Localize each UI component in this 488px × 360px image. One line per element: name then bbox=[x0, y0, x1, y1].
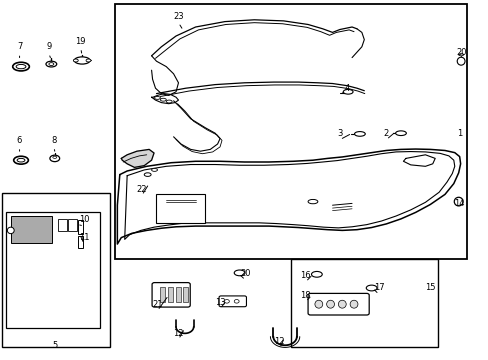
Bar bbox=[78, 236, 83, 248]
Bar bbox=[168, 287, 173, 302]
Ellipse shape bbox=[16, 64, 26, 69]
Ellipse shape bbox=[349, 300, 357, 308]
Bar bbox=[160, 287, 165, 302]
Text: 3: 3 bbox=[337, 129, 342, 138]
Ellipse shape bbox=[53, 156, 57, 158]
Ellipse shape bbox=[49, 63, 54, 66]
Text: 9: 9 bbox=[46, 42, 51, 51]
Text: 20: 20 bbox=[240, 269, 250, 278]
Bar bbox=[11, 216, 52, 243]
Text: 11: 11 bbox=[79, 233, 89, 242]
Ellipse shape bbox=[456, 57, 464, 65]
Ellipse shape bbox=[354, 131, 365, 136]
Ellipse shape bbox=[395, 131, 406, 135]
Text: 17: 17 bbox=[373, 284, 384, 292]
Ellipse shape bbox=[458, 54, 463, 56]
Ellipse shape bbox=[234, 270, 244, 276]
Ellipse shape bbox=[86, 59, 91, 62]
Bar bbox=[6, 212, 100, 328]
Text: 15: 15 bbox=[424, 284, 435, 292]
Text: 16: 16 bbox=[300, 271, 310, 280]
Text: 1: 1 bbox=[456, 129, 461, 138]
Ellipse shape bbox=[50, 155, 60, 162]
Text: 12: 12 bbox=[173, 328, 183, 338]
Ellipse shape bbox=[144, 173, 151, 176]
Text: 12: 12 bbox=[274, 338, 285, 346]
Ellipse shape bbox=[17, 158, 25, 162]
Ellipse shape bbox=[366, 285, 376, 291]
Ellipse shape bbox=[46, 61, 57, 67]
Ellipse shape bbox=[307, 199, 317, 204]
Ellipse shape bbox=[338, 300, 346, 308]
Text: 2: 2 bbox=[383, 129, 388, 138]
Bar bbox=[290, 259, 437, 347]
Ellipse shape bbox=[160, 98, 166, 101]
Ellipse shape bbox=[326, 300, 334, 308]
Text: 18: 18 bbox=[300, 291, 310, 300]
Text: 6: 6 bbox=[17, 136, 22, 145]
Ellipse shape bbox=[154, 96, 160, 99]
Bar bbox=[68, 219, 77, 231]
Text: 8: 8 bbox=[51, 136, 56, 145]
Bar bbox=[183, 287, 187, 302]
Ellipse shape bbox=[14, 156, 28, 164]
Text: 14: 14 bbox=[453, 199, 464, 208]
FancyBboxPatch shape bbox=[152, 283, 190, 307]
Text: 13: 13 bbox=[214, 298, 225, 307]
FancyBboxPatch shape bbox=[219, 296, 246, 307]
Ellipse shape bbox=[151, 168, 157, 171]
Ellipse shape bbox=[73, 59, 78, 62]
Bar bbox=[78, 220, 83, 234]
Bar bbox=[156, 194, 205, 223]
Text: 23: 23 bbox=[173, 12, 183, 21]
Text: 10: 10 bbox=[79, 215, 89, 224]
FancyBboxPatch shape bbox=[307, 293, 368, 315]
Ellipse shape bbox=[311, 271, 322, 277]
Circle shape bbox=[234, 300, 239, 303]
Ellipse shape bbox=[343, 90, 352, 94]
Ellipse shape bbox=[314, 300, 322, 308]
Text: 5: 5 bbox=[53, 341, 58, 350]
Circle shape bbox=[224, 300, 229, 303]
Ellipse shape bbox=[7, 227, 14, 234]
Text: 19: 19 bbox=[75, 37, 86, 46]
Bar bbox=[2, 193, 110, 347]
Bar bbox=[115, 4, 466, 259]
Ellipse shape bbox=[74, 57, 90, 64]
Polygon shape bbox=[121, 149, 154, 167]
Text: 4: 4 bbox=[344, 84, 349, 93]
Ellipse shape bbox=[13, 62, 29, 71]
Text: 20: 20 bbox=[456, 48, 467, 57]
Ellipse shape bbox=[166, 100, 172, 103]
Text: 21: 21 bbox=[152, 300, 163, 309]
Bar bbox=[58, 219, 66, 231]
Ellipse shape bbox=[453, 197, 462, 206]
Bar bbox=[176, 287, 181, 302]
Text: 22: 22 bbox=[136, 184, 147, 194]
Text: 7: 7 bbox=[17, 42, 22, 51]
